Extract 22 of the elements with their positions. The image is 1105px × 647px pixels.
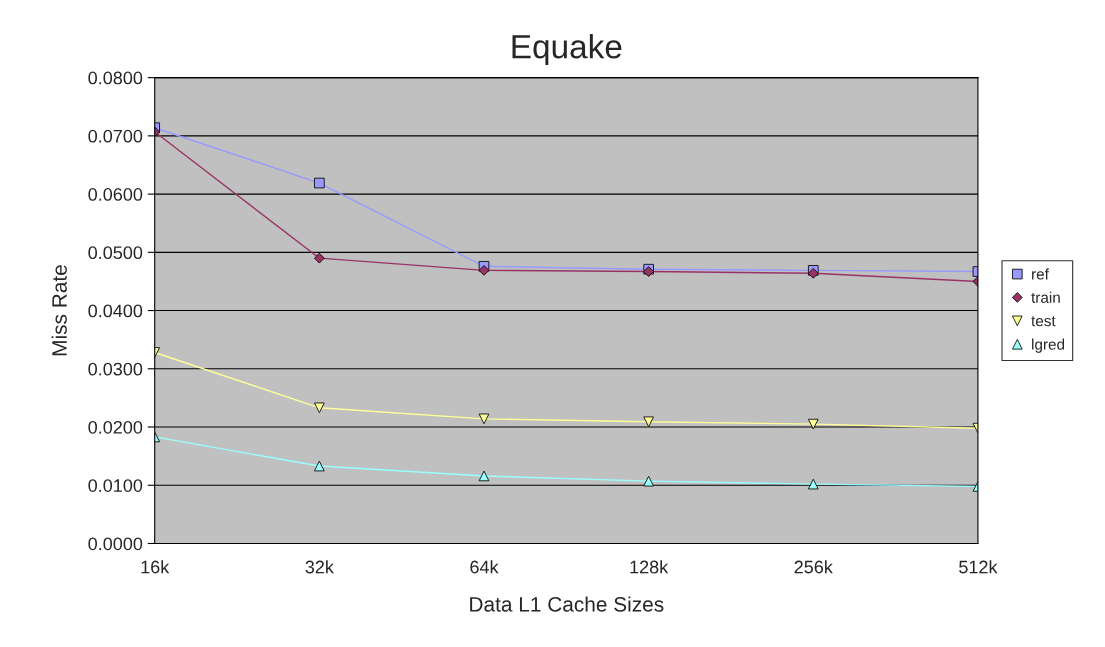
y-tick-label: 0.0800 — [88, 71, 143, 85]
x-tick-label: 32k — [305, 560, 334, 574]
y-tick-label: 0.0400 — [88, 304, 143, 318]
x-tick-label: 64k — [470, 560, 499, 574]
x-axis-title: Data L1 Cache Sizes — [470, 596, 664, 612]
legend-label: test — [1031, 316, 1056, 327]
y-tick-label: 0.0000 — [88, 537, 143, 551]
legend-label: lgred — [1032, 338, 1065, 353]
y-tick-label: 0.0200 — [88, 420, 143, 434]
legend-label: train — [1031, 291, 1060, 303]
x-tick-label: 16k — [141, 560, 170, 574]
y-axis-title: Miss Rate — [51, 265, 67, 356]
x-tick-label: 128k — [630, 560, 669, 574]
chart-title: Equake — [512, 34, 622, 66]
y-tick-label: 0.0500 — [88, 246, 143, 260]
y-tick-label: 0.0100 — [88, 479, 143, 492]
y-tick-label: 0.0600 — [88, 188, 143, 201]
legend-label: ref — [1032, 268, 1049, 280]
y-tick-label: 0.0700 — [88, 129, 143, 143]
y-tick-label: 0.0300 — [88, 362, 143, 376]
x-tick-label: 512k — [959, 560, 998, 574]
x-tick-label: 256k — [794, 560, 833, 574]
